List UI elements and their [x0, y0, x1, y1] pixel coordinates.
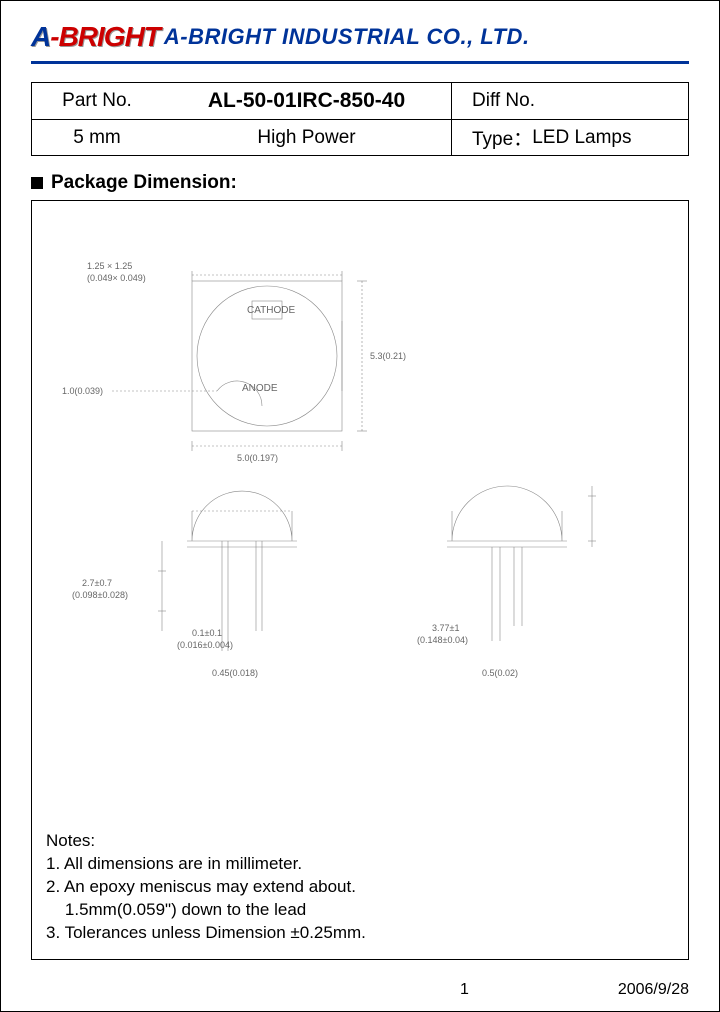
cathode-label: CATHODE	[247, 305, 295, 316]
section-title-text: Package Dimension:	[51, 172, 237, 194]
note-2b: 1.5mm(0.059") down to the lead	[46, 899, 366, 922]
size-label: 5 mm	[32, 120, 162, 155]
dim-top-1: 1.25 × 1.25	[87, 261, 132, 271]
logo: A - BRIGHT	[31, 21, 160, 53]
note-3: 3. Tolerances unless Dimension ±0.25mm.	[46, 922, 366, 945]
dim-side1-inch: (0.148±0.04)	[417, 635, 468, 645]
company-name: A-BRIGHT INDUSTRIAL CO., LTD.	[164, 24, 530, 50]
info-row-2: 5 mm High Power Type： LED Lamps	[32, 119, 688, 155]
dim-right: 5.3(0.21)	[370, 351, 406, 361]
dim-sidewidth: 0.5(0.02)	[482, 668, 518, 678]
header: A - BRIGHT A-BRIGHT INDUSTRIAL CO., LTD.	[1, 1, 719, 61]
type-value: LED Lamps	[532, 127, 631, 149]
dim-lead2: 0.1±0.1	[192, 628, 222, 638]
page-number: 1	[460, 981, 469, 999]
footer-date: 2006/9/28	[618, 981, 689, 999]
type-label: Type： LED Lamps	[452, 120, 688, 155]
anode-label: ANODE	[242, 383, 278, 394]
bullet-icon	[31, 177, 43, 189]
note-2: 2. An epoxy meniscus may extend about.	[46, 876, 366, 899]
header-underline	[31, 61, 689, 64]
type-prefix: Type：	[472, 124, 532, 151]
footer: 1 2006/9/28	[31, 981, 689, 999]
dim-leadwidth: 0.45(0.018)	[212, 668, 258, 678]
dim-top-1-inch: (0.049× 0.049)	[87, 273, 146, 283]
note-1: 1. All dimensions are in millimeter.	[46, 853, 366, 876]
logo-dash: -	[50, 21, 58, 53]
dim-left: 1.0(0.039)	[62, 386, 103, 396]
section-title: Package Dimension:	[31, 172, 689, 194]
dim-lead1: 2.7±0.7	[82, 578, 112, 588]
info-table: Part No. AL-50-01IRC-850-40 Diff No. 5 m…	[31, 82, 689, 156]
logo-letter-a: A	[31, 21, 50, 53]
highpower-label: High Power	[162, 120, 452, 155]
package-diagram: 1.25 × 1.25 (0.049× 0.049) CATHODE ANODE…	[52, 231, 672, 751]
partno-label: Part No.	[32, 83, 162, 119]
notes-block: Notes: 1. All dimensions are in millimet…	[46, 830, 366, 945]
diffno-label: Diff No.	[452, 83, 688, 119]
notes-title: Notes:	[46, 830, 366, 853]
dim-lead1-inch: (0.098±0.028)	[72, 590, 128, 600]
diagram-box: 1.25 × 1.25 (0.049× 0.049) CATHODE ANODE…	[31, 200, 689, 960]
logo-bright: BRIGHT	[59, 21, 160, 53]
info-row-1: Part No. AL-50-01IRC-850-40 Diff No.	[32, 83, 688, 119]
dim-side1: 3.77±1	[432, 623, 459, 633]
dim-lead2-inch: (0.016±0.004)	[177, 640, 233, 650]
dim-bottom: 5.0(0.197)	[237, 453, 278, 463]
partno-value: AL-50-01IRC-850-40	[162, 83, 452, 119]
